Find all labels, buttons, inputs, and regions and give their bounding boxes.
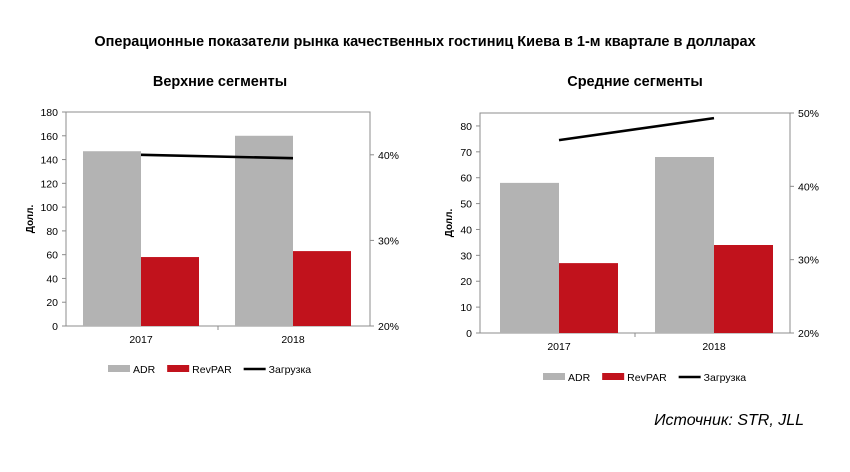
chart-title-middle: Средние сегменты xyxy=(567,74,703,90)
x-tick-label: 2017 xyxy=(547,341,571,353)
line-zagruzka xyxy=(558,116,715,142)
bar-revpar-2018 xyxy=(293,251,351,326)
y2-tick-label: 40% xyxy=(378,150,399,162)
main-title: Операционные показатели рынка качественн… xyxy=(94,34,756,50)
x-tick-label: 2017 xyxy=(129,334,153,346)
source-note: Источник: STR, JLL xyxy=(654,412,804,429)
y-tick-label: 80 xyxy=(460,121,472,133)
y-tick-label: 120 xyxy=(40,178,58,190)
x-tick-label: 2018 xyxy=(281,334,305,346)
legend-label: RevPAR xyxy=(627,372,667,384)
bar-adr-2017 xyxy=(83,151,141,326)
y-tick-label: 60 xyxy=(460,173,472,185)
bar-revpar-2017 xyxy=(559,263,618,333)
y-tick-label: 10 xyxy=(460,302,472,314)
y-axis-label: Долл. xyxy=(25,204,36,233)
y-tick-label: 20 xyxy=(460,276,472,288)
y-tick-label: 180 xyxy=(40,107,58,119)
y-tick-label: 80 xyxy=(46,226,58,238)
legend-label: RevPAR xyxy=(192,364,232,376)
legend-swatch-revpar xyxy=(167,365,190,372)
legend-swatch-adr xyxy=(543,373,565,380)
legend-label: ADR xyxy=(133,364,156,376)
y2-tick-label: 30% xyxy=(798,255,819,267)
y2-tick-label: 30% xyxy=(378,235,399,247)
chart-title-upper: Верхние сегменты xyxy=(152,74,288,90)
legend-swatch-revpar xyxy=(602,373,625,380)
y-tick-label: 0 xyxy=(52,321,58,333)
y-tick-label: 40 xyxy=(460,224,472,236)
y-tick-label: 50 xyxy=(460,199,472,211)
bar-adr-2017 xyxy=(500,182,559,333)
bar-revpar-2018 xyxy=(714,245,773,333)
bar-adr-2018 xyxy=(655,157,714,333)
y-tick-label: 0 xyxy=(466,328,472,340)
y-tick-label: 70 xyxy=(460,147,472,159)
y2-tick-label: 20% xyxy=(378,321,399,333)
y2-tick-label: 40% xyxy=(798,181,819,193)
y-tick-label: 100 xyxy=(40,202,58,214)
legend-label: Загрузка xyxy=(269,364,312,376)
y-tick-label: 60 xyxy=(46,250,58,262)
y-axis-label: Долл. xyxy=(444,208,455,237)
line-zagruzka xyxy=(140,153,294,160)
x-tick-label: 2018 xyxy=(702,341,726,353)
legend-label: ADR xyxy=(568,372,591,384)
y-tick-label: 40 xyxy=(46,273,58,285)
y-tick-label: 160 xyxy=(40,131,58,143)
y-tick-label: 30 xyxy=(460,250,472,262)
y2-tick-label: 50% xyxy=(798,108,819,120)
bar-revpar-2017 xyxy=(141,257,199,326)
y-tick-label: 140 xyxy=(40,155,58,167)
legend-swatch-adr xyxy=(108,365,130,372)
y-tick-label: 20 xyxy=(46,297,58,309)
bar-adr-2018 xyxy=(235,135,293,326)
y2-tick-label: 20% xyxy=(798,328,819,340)
legend-label: Загрузка xyxy=(704,372,747,384)
